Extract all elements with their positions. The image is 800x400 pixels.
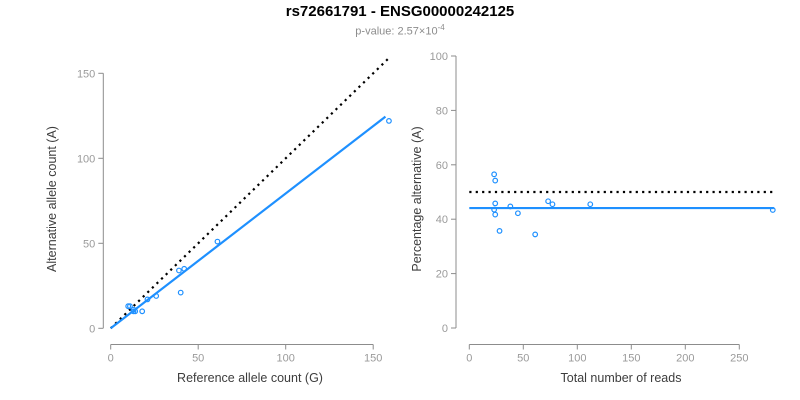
data-point (549, 201, 556, 208)
data-point (153, 293, 160, 299)
data-point (176, 267, 182, 274)
right-x-axis-title: Total number of reads (560, 371, 682, 385)
left-y-axis-title: Alternative allele count (A) (45, 126, 59, 272)
data-point (491, 171, 498, 178)
data-point (144, 296, 151, 303)
plot-title: rs72661791 - ENSG00000242125 (285, 3, 515, 20)
x-tick-label: 0 (466, 353, 472, 365)
data-point (515, 210, 521, 217)
data-point (127, 303, 133, 310)
data-point (492, 211, 499, 218)
data-point (492, 177, 499, 184)
y-tick-label: 100 (430, 51, 448, 63)
data-point (139, 308, 146, 315)
data-point (177, 289, 184, 296)
y-tick-label: 80 (436, 105, 448, 117)
x-tick-label: 150 (364, 353, 382, 365)
y-tick-label: 60 (436, 160, 448, 172)
x-tick-label: 100 (277, 353, 295, 365)
x-tick-label: 250 (730, 353, 748, 365)
right-y-axis-title: Percentage alternative (A) (410, 126, 424, 272)
data-point (532, 231, 539, 238)
data-point (386, 117, 392, 124)
y-tick-label: 50 (83, 238, 95, 250)
expected-identity-line (109, 55, 392, 330)
x-tick-label: 100 (568, 353, 586, 365)
data-point (587, 201, 594, 208)
y-tick-label: 150 (77, 68, 95, 80)
x-tick-label: 0 (108, 353, 114, 365)
y-tick-label: 0 (442, 323, 448, 335)
y-tick-label: 0 (89, 323, 95, 335)
data-point (769, 207, 776, 213)
data-point (132, 308, 139, 315)
y-tick-label: 40 (436, 214, 448, 226)
data-point (507, 203, 514, 210)
data-point (181, 265, 188, 272)
p-value-exponent: -4 (437, 23, 445, 32)
y-tick-label: 20 (436, 269, 448, 281)
x-tick-label: 50 (192, 353, 204, 365)
data-point (492, 200, 499, 207)
data-point (214, 238, 221, 245)
y-tick-label: 100 (77, 153, 95, 165)
x-tick-label: 200 (676, 353, 694, 365)
fit-line (110, 115, 387, 330)
plot-subtitle: p-value: 2.57×10-4 (0, 23, 800, 38)
x-tick-label: 50 (517, 353, 529, 365)
x-tick-label: 150 (622, 353, 640, 365)
data-point (496, 227, 503, 234)
data-point (545, 198, 552, 205)
p-value-text: p-value: 2.57×10 (355, 25, 438, 38)
left-x-axis-title: Reference allele count (G) (177, 371, 323, 385)
